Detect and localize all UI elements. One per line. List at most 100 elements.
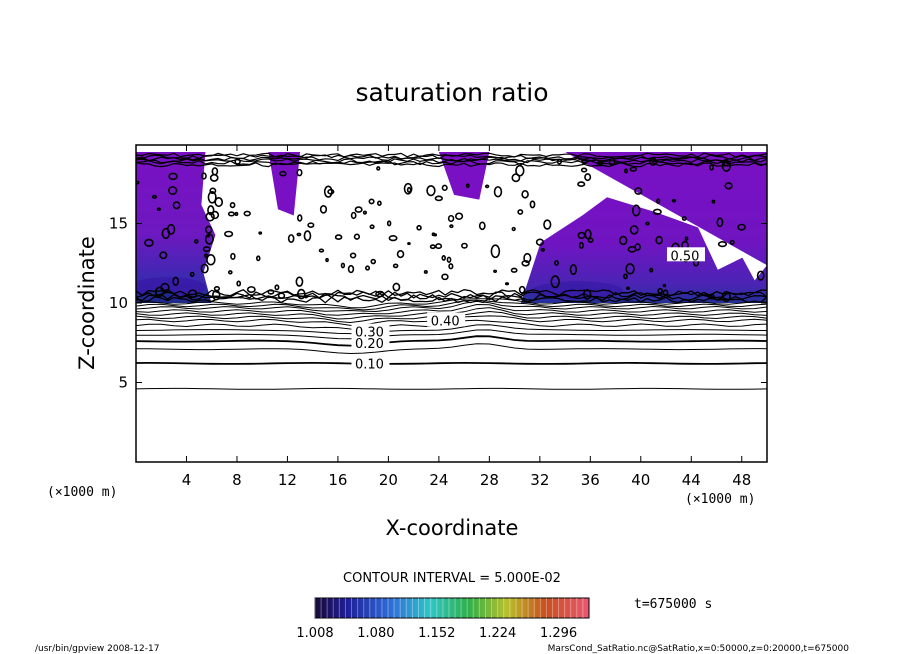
contour-blob [151, 194, 157, 199]
contour-blob [583, 289, 592, 300]
contour-blob [296, 214, 303, 222]
contour-blob [441, 255, 446, 261]
contour-blob [426, 185, 436, 197]
contour-blob [258, 231, 263, 235]
contour-blob [550, 275, 560, 289]
contour-blob [172, 276, 179, 287]
time-label: t=675000 s [634, 597, 712, 612]
x-tick-label: 16 [328, 471, 347, 489]
contour-label: 0.40 [431, 314, 460, 329]
colorbar-tick-label: 1.152 [418, 626, 455, 641]
contour-blob [230, 252, 236, 260]
y-axis-label: Z-coordinate [75, 236, 99, 370]
contour-blob [724, 182, 733, 190]
contour-blob [435, 243, 443, 250]
contour-blob [478, 221, 486, 231]
contour-blob [631, 204, 641, 217]
contour-blob [200, 172, 207, 180]
footer-left: /usr/bin/gpview 2008-12-17 [35, 644, 159, 654]
y-tick-label: 15 [109, 215, 128, 233]
x-tick-label: 32 [530, 471, 549, 489]
contour-blob [369, 224, 375, 230]
contour-blob [684, 236, 689, 241]
contour-blob [629, 166, 638, 172]
contour-blob [303, 294, 309, 299]
contour-blob [279, 170, 287, 177]
contour-blob [200, 263, 209, 274]
contour-blob [662, 283, 667, 288]
contour-blob [518, 285, 526, 294]
contour-blob [234, 158, 241, 165]
contour-line [136, 289, 767, 297]
contour-blob [578, 241, 584, 249]
contour-blob [287, 234, 295, 244]
contour-blob [303, 230, 312, 242]
contour-blob [274, 284, 280, 291]
x-tick-label: 24 [429, 471, 448, 489]
contour-blob [523, 252, 532, 264]
contour-label-bg [427, 312, 466, 327]
contour-blob [168, 172, 178, 181]
contour-line [136, 303, 767, 316]
contour-blob [204, 225, 213, 234]
contour-blob [194, 239, 199, 244]
contour-blob [521, 190, 529, 199]
contour-blob [484, 184, 490, 189]
contour-label: 0.50 [670, 249, 699, 264]
contour-blob [656, 198, 661, 205]
contour-blob [515, 164, 525, 177]
x-tick-label: 28 [480, 471, 499, 489]
contour-blob [211, 167, 219, 176]
contour-blob [166, 224, 176, 235]
x-tick-label: 12 [278, 471, 297, 489]
contour-line [136, 298, 767, 309]
contour-blob [681, 216, 687, 221]
saturated-region [136, 151, 216, 303]
contour-blob [224, 230, 234, 238]
contour-blob [581, 159, 588, 165]
x-axis-label: X-coordinate [386, 516, 519, 540]
contour-blob [386, 220, 392, 227]
contour-blob [717, 241, 728, 248]
contour-blob [227, 270, 233, 275]
contour-line [136, 387, 767, 390]
x-tick-label: 4 [182, 471, 192, 489]
contour-blob [234, 211, 239, 217]
contour-blob [376, 166, 381, 171]
contour-blob [210, 210, 220, 220]
contour-blob [353, 233, 361, 240]
contour-blob [206, 254, 216, 266]
contour-blob [511, 173, 521, 183]
contour-blob [723, 161, 730, 167]
contour-interval-label: CONTOUR INTERVAL = 5.000E-02 [343, 571, 561, 586]
contour-blob [556, 158, 563, 165]
contour-blob [737, 223, 746, 231]
contour-blob [490, 244, 501, 259]
contour-blob [213, 286, 221, 292]
contour-blob [652, 208, 662, 215]
contour-blob [657, 287, 663, 294]
contour-label-bg [351, 323, 390, 338]
x-tick-label: 44 [682, 471, 701, 489]
contour-blob [368, 198, 375, 205]
contour-blob [207, 191, 217, 204]
contour-blob [347, 264, 355, 274]
contour-blob [297, 288, 306, 300]
x-tick-label: 20 [379, 471, 398, 489]
contour-blob [649, 267, 654, 273]
contour-blob [629, 225, 639, 235]
contour-blob [209, 187, 217, 195]
contour-blob [511, 226, 516, 232]
contour-blob [354, 206, 363, 213]
contour-blob [504, 282, 510, 286]
contour-blob [543, 219, 552, 230]
x-unit-right: (×1000 m) [685, 492, 755, 507]
contour-blob [349, 252, 357, 259]
contour-blob [295, 276, 304, 287]
x-tick-label: 48 [732, 471, 751, 489]
contour-blob [327, 188, 335, 195]
chart-title: saturation ratio [355, 78, 548, 107]
contour-blob [716, 217, 724, 228]
x-tick-label: 8 [232, 471, 242, 489]
